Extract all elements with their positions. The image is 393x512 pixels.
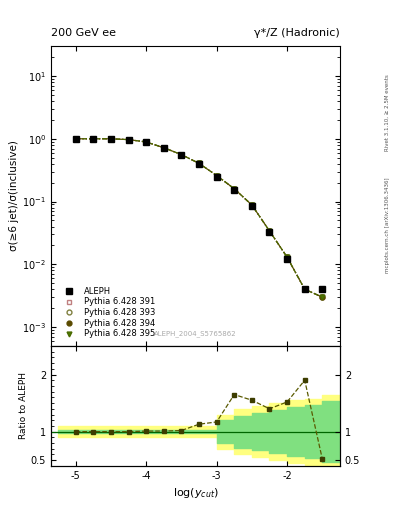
ALEPH (162, 145, 166, 151)
ALEPH (285, 257, 290, 263)
Pythia 6.428 393 (108, 136, 113, 142)
Pythia 6.428 391 (179, 152, 184, 158)
Pythia 6.428 394 (320, 294, 325, 300)
Pythia 6.428 391 (144, 139, 149, 145)
Line: Pythia 6.428 394: Pythia 6.428 394 (73, 136, 325, 300)
Pythia 6.428 393 (267, 228, 272, 234)
Pythia 6.428 393 (179, 152, 184, 158)
Pythia 6.428 393 (126, 137, 131, 143)
Pythia 6.428 393 (73, 136, 78, 142)
ALEPH (179, 152, 184, 158)
Pythia 6.428 395 (162, 145, 166, 151)
Y-axis label: σ(≥6 jet)/σ(inclusive): σ(≥6 jet)/σ(inclusive) (9, 141, 20, 251)
Pythia 6.428 394 (73, 136, 78, 142)
Legend: ALEPH, Pythia 6.428 391, Pythia 6.428 393, Pythia 6.428 394, Pythia 6.428 395: ALEPH, Pythia 6.428 391, Pythia 6.428 39… (55, 284, 158, 342)
ALEPH (108, 136, 113, 142)
Pythia 6.428 391 (232, 186, 237, 192)
Pythia 6.428 395 (250, 202, 254, 208)
Pythia 6.428 395 (144, 139, 149, 145)
X-axis label: log($y_{cut}$): log($y_{cut}$) (173, 486, 219, 500)
Pythia 6.428 395 (108, 136, 113, 142)
Text: mcplots.cern.ch [arXiv:1306.3436]: mcplots.cern.ch [arXiv:1306.3436] (385, 178, 389, 273)
Text: Rivet 3.1.10, ≥ 2.5M events: Rivet 3.1.10, ≥ 2.5M events (385, 74, 389, 151)
Pythia 6.428 393 (232, 186, 237, 192)
Line: ALEPH: ALEPH (73, 136, 325, 292)
Pythia 6.428 391 (320, 294, 325, 300)
Pythia 6.428 394 (196, 160, 201, 166)
ALEPH (91, 136, 96, 142)
ALEPH (73, 136, 78, 142)
ALEPH (196, 161, 201, 167)
ALEPH (214, 174, 219, 180)
Text: γ*/Z (Hadronic): γ*/Z (Hadronic) (254, 28, 340, 38)
ALEPH (267, 229, 272, 235)
Pythia 6.428 394 (126, 137, 131, 143)
Pythia 6.428 394 (91, 136, 96, 142)
Pythia 6.428 394 (250, 202, 254, 208)
Pythia 6.428 395 (267, 228, 272, 234)
ALEPH (232, 186, 237, 193)
Pythia 6.428 394 (232, 186, 237, 192)
Pythia 6.428 394 (108, 136, 113, 142)
Pythia 6.428 391 (73, 136, 78, 142)
Pythia 6.428 393 (162, 145, 166, 151)
Pythia 6.428 394 (179, 152, 184, 158)
Pythia 6.428 394 (162, 145, 166, 151)
Pythia 6.428 395 (91, 136, 96, 142)
ALEPH (250, 203, 254, 209)
Pythia 6.428 391 (302, 286, 307, 292)
Pythia 6.428 395 (214, 173, 219, 179)
Pythia 6.428 395 (232, 186, 237, 192)
Pythia 6.428 391 (285, 254, 290, 260)
Line: Pythia 6.428 395: Pythia 6.428 395 (73, 136, 325, 300)
Pythia 6.428 395 (126, 137, 131, 143)
Pythia 6.428 391 (214, 173, 219, 179)
Pythia 6.428 393 (320, 294, 325, 300)
Y-axis label: Ratio to ALEPH: Ratio to ALEPH (19, 372, 28, 439)
Pythia 6.428 394 (302, 286, 307, 292)
Pythia 6.428 395 (285, 254, 290, 260)
Pythia 6.428 395 (302, 286, 307, 292)
Pythia 6.428 391 (162, 145, 166, 151)
Line: Pythia 6.428 391: Pythia 6.428 391 (73, 136, 325, 300)
Pythia 6.428 394 (285, 254, 290, 260)
Pythia 6.428 393 (91, 136, 96, 142)
ALEPH (144, 139, 149, 145)
ALEPH (320, 286, 325, 292)
Line: Pythia 6.428 393: Pythia 6.428 393 (73, 136, 325, 300)
Pythia 6.428 393 (144, 139, 149, 145)
Pythia 6.428 395 (73, 136, 78, 142)
Pythia 6.428 395 (179, 152, 184, 158)
Text: ALEPH_2004_S5765862: ALEPH_2004_S5765862 (154, 330, 237, 337)
Pythia 6.428 391 (267, 228, 272, 234)
Pythia 6.428 391 (91, 136, 96, 142)
Pythia 6.428 394 (144, 139, 149, 145)
ALEPH (302, 286, 307, 292)
Pythia 6.428 395 (196, 160, 201, 166)
Pythia 6.428 391 (126, 137, 131, 143)
Pythia 6.428 395 (320, 294, 325, 300)
Pythia 6.428 394 (267, 228, 272, 234)
Pythia 6.428 394 (214, 173, 219, 179)
Pythia 6.428 391 (108, 136, 113, 142)
Text: 200 GeV ee: 200 GeV ee (51, 28, 116, 38)
Pythia 6.428 393 (302, 286, 307, 292)
Pythia 6.428 393 (250, 202, 254, 208)
Pythia 6.428 391 (250, 202, 254, 208)
ALEPH (126, 137, 131, 143)
Pythia 6.428 393 (196, 160, 201, 166)
Pythia 6.428 393 (285, 254, 290, 260)
Pythia 6.428 393 (214, 173, 219, 179)
Pythia 6.428 391 (196, 160, 201, 166)
